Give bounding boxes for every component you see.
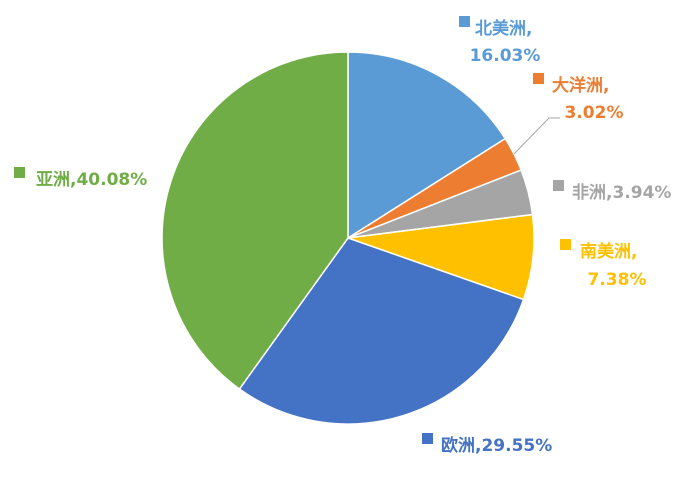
leader-lines bbox=[513, 117, 560, 155]
data-label-text-2-2: 3.02% bbox=[565, 103, 624, 123]
data-label-1: 北美洲, 16.03% bbox=[459, 16, 540, 66]
data-label-2: 大洋洲, 3.02% bbox=[533, 73, 623, 123]
data-labels: 北美洲, 16.03% 大洋洲, 3.02% 非洲,3.94% 南美洲, 7.38% 欧洲,2… bbox=[14, 16, 671, 456]
legend-key-6 bbox=[14, 167, 25, 178]
data-label-text-3-1: 非洲,3.94% bbox=[572, 182, 671, 203]
legend-key-2 bbox=[533, 73, 544, 84]
data-label-4: 南美洲, 7.38% bbox=[560, 239, 646, 290]
legend-key-1 bbox=[459, 16, 470, 27]
pie-slice-5 bbox=[238, 237, 525, 425]
data-label-text-4-2: 7.38% bbox=[588, 270, 647, 290]
data-label-text-1-2: 16.03% bbox=[470, 46, 541, 66]
pie-slice-1 bbox=[347, 51, 507, 240]
legend-key-3 bbox=[553, 180, 564, 191]
pie-slice-6 bbox=[161, 51, 349, 391]
data-label-text-1-1: 北美洲, bbox=[475, 18, 532, 39]
data-label-text-4-1: 南美洲, bbox=[580, 241, 637, 262]
legend-key-5 bbox=[422, 433, 433, 444]
data-label-text-2-1: 大洋洲, bbox=[552, 75, 609, 96]
data-label-5: 欧洲,29.55% bbox=[422, 433, 552, 456]
leader-line-2 bbox=[513, 117, 560, 155]
pie-slices bbox=[161, 51, 535, 425]
data-label-text-5-1: 欧洲,29.55% bbox=[441, 435, 552, 456]
data-label-6: 亚洲,40.08% bbox=[14, 167, 147, 190]
data-label-text-6-1: 亚洲,40.08% bbox=[36, 170, 147, 190]
legend-key-4 bbox=[560, 239, 571, 250]
data-label-3: 非洲,3.94% bbox=[553, 180, 671, 203]
